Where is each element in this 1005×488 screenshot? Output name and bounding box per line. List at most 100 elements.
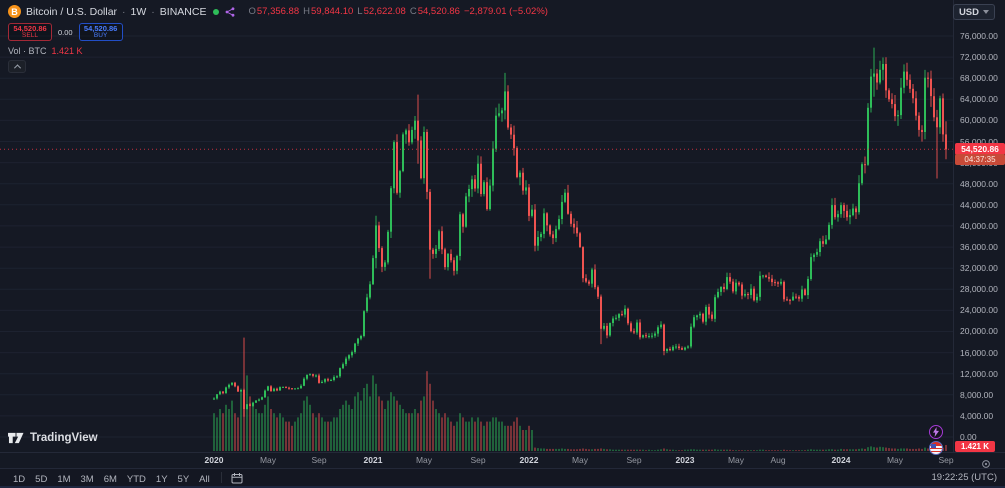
candle-body [489, 185, 491, 210]
candle-body [360, 336, 362, 339]
volume-bar [417, 413, 419, 451]
candle-body [600, 296, 602, 329]
candle-body [519, 172, 521, 178]
range-button-ytd[interactable]: YTD [126, 473, 146, 485]
volume-bar [870, 446, 872, 451]
candle-body [783, 281, 785, 300]
candle-body [939, 98, 941, 128]
market-status-icon[interactable] [213, 8, 220, 15]
volume-bar [633, 449, 635, 451]
candlestick-chart[interactable] [0, 0, 1005, 452]
legend-collapse-button[interactable] [8, 60, 26, 73]
candle-body [756, 296, 758, 301]
currency-label: USD [958, 6, 979, 18]
candle-body [624, 308, 626, 315]
candle-body [735, 282, 737, 292]
axis-settings-icon[interactable] [981, 456, 991, 474]
volume-bar [801, 450, 803, 451]
candle-body [462, 214, 464, 227]
volume-bar [702, 449, 704, 451]
volume-bar [237, 417, 239, 451]
change-value: −2,879.01 (−5.02%) [463, 6, 548, 17]
chart-pane[interactable]: B Bitcoin / U.S. Dollar · 1W · BINANCE O… [0, 0, 1005, 455]
range-button-5y[interactable]: 5Y [177, 473, 190, 485]
volume-bar [450, 421, 452, 451]
tradingview-logo[interactable]: TradingView [8, 430, 98, 445]
range-button-3m[interactable]: 3M [80, 473, 94, 485]
time-tick-label: 2024 [831, 455, 851, 465]
volume-bar [480, 421, 482, 451]
volume-bar [375, 383, 377, 451]
clock-display[interactable]: 19:22:25 (UTC) [931, 472, 997, 483]
range-button-5d[interactable]: 5D [35, 473, 48, 485]
candle-body [222, 391, 224, 394]
range-button-1d[interactable]: 1D [13, 473, 26, 485]
candle-body [729, 277, 731, 282]
lightning-badge-icon[interactable] [929, 425, 943, 439]
candle-body [705, 306, 707, 322]
candle-body [894, 104, 896, 117]
volume-bar [657, 449, 659, 451]
interval-label[interactable]: 1W [130, 5, 147, 18]
candle-body [888, 90, 890, 100]
volume-bar [498, 421, 500, 451]
volume-bar [510, 425, 512, 451]
candle-body [273, 388, 275, 392]
candle-body [828, 224, 830, 240]
volume-bar [777, 450, 779, 451]
volume-bar [927, 448, 929, 451]
us-flag-badge-icon[interactable] [929, 441, 943, 455]
sell-button[interactable]: 54,520.86 SELL [8, 23, 52, 41]
go-to-date-button[interactable] [228, 471, 246, 485]
candle-body [219, 391, 221, 395]
volume-bar [546, 448, 548, 451]
range-button-1y[interactable]: 1Y [155, 473, 168, 485]
range-button-all[interactable]: All [199, 473, 210, 485]
candle-body [858, 183, 860, 213]
separator: · [122, 5, 126, 18]
volume-bar [903, 448, 905, 451]
candle-body [546, 213, 548, 226]
candle-body [567, 192, 569, 214]
candle-body [480, 163, 482, 194]
time-tick-label: 2022 [519, 455, 539, 465]
volume-bar [582, 448, 584, 451]
candle-body [660, 324, 662, 328]
volume-bar [558, 448, 560, 451]
range-button-1m[interactable]: 1M [57, 473, 71, 485]
share-icon[interactable] [225, 6, 235, 17]
candle-body [711, 314, 713, 319]
range-button-6m[interactable]: 6M [103, 473, 117, 485]
candle-body [591, 269, 593, 284]
candle-body [753, 288, 755, 301]
volume-bar [291, 425, 293, 451]
candle-body [921, 129, 923, 132]
volume-bar [246, 375, 248, 451]
time-tick-label: May [415, 455, 433, 465]
volume-bar [819, 449, 821, 451]
price-axis[interactable]: 54,520.86 04:37:35 1.421 K 0.00 4,000.00 8… [953, 0, 1005, 452]
volume-bar [525, 430, 527, 451]
candle-body [432, 249, 434, 254]
volume-bar [312, 413, 314, 451]
candle-body [822, 241, 824, 244]
symbol-title[interactable]: Bitcoin / U.S. Dollar [26, 5, 118, 18]
volume-bar [486, 421, 488, 451]
volume-bar [354, 396, 356, 451]
candle-body [282, 386, 284, 388]
buy-button[interactable]: 54,520.86 BUY [78, 23, 123, 41]
candle-body [534, 209, 536, 246]
candle-body [777, 282, 779, 284]
volume-legend[interactable]: Vol · BTC 1.421 K [8, 46, 548, 56]
candle-body [657, 327, 659, 334]
candle-body [504, 91, 506, 111]
candle-body [381, 248, 383, 267]
candle-body [855, 208, 857, 213]
volume-bar [912, 448, 914, 451]
candle-body [261, 397, 263, 400]
currency-dropdown[interactable]: USD [952, 4, 995, 20]
volume-bar [228, 409, 230, 451]
time-axis[interactable]: 2020 May Sep 2021 May Sep 2022 May Sep 2023 May Aug… [0, 452, 1005, 468]
candle-body [324, 379, 326, 382]
candle-body [399, 171, 401, 193]
